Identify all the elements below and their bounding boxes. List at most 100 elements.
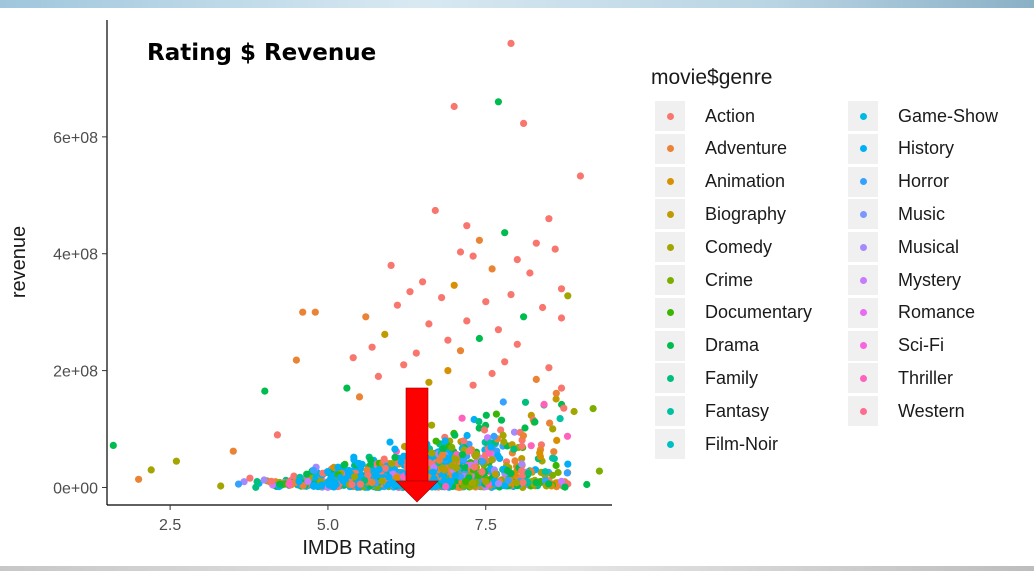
scatter-point (552, 461, 560, 470)
data-point (557, 285, 566, 293)
scatter-point (527, 442, 535, 450)
arrow-head (395, 480, 439, 503)
data-point (545, 364, 553, 372)
scatter-point (324, 468, 332, 476)
scatter-point (451, 431, 459, 439)
data-point (557, 314, 566, 322)
legend-item: Mystery (848, 265, 961, 295)
scatter-point (549, 471, 557, 479)
legend-dot (666, 440, 674, 448)
scatter-point (469, 479, 477, 487)
data-point (494, 326, 502, 334)
legend-key (848, 199, 878, 230)
scatter-point (451, 455, 459, 463)
data-point (374, 372, 382, 380)
scatter-point (552, 395, 560, 403)
top-decor-band (0, 0, 1034, 8)
legend-key (848, 232, 878, 263)
scatter-point (478, 468, 486, 476)
legend-item: Adventure (655, 133, 788, 164)
scatter-point (267, 477, 276, 485)
scatter-point (386, 438, 394, 446)
data-point (507, 291, 515, 299)
data-point (355, 393, 364, 401)
scatter-point (397, 458, 405, 466)
data-point (539, 303, 547, 312)
scatter-point (368, 478, 376, 487)
scatter-point (510, 445, 518, 453)
legend-item: Film-Noir (655, 429, 778, 459)
legend-label: Sci-Fi (898, 335, 944, 356)
scatter-point (478, 458, 486, 466)
data-point (507, 39, 515, 48)
chart-title: Rating $ Revenue (147, 40, 377, 66)
data-point (501, 229, 509, 237)
scatter-point (252, 483, 260, 491)
legend-key (655, 330, 685, 361)
y-tick-label: 4e+08 (53, 247, 98, 264)
data-point (229, 447, 237, 455)
x-tick-label: 7.5 (475, 517, 497, 534)
data-point (425, 378, 433, 386)
legend-key (655, 363, 685, 394)
scatter-point (432, 437, 440, 445)
data-point (463, 222, 471, 230)
legend-key (848, 330, 878, 361)
legend-dot (859, 309, 867, 317)
data-point (551, 245, 559, 253)
legend-item: Sci-Fi (848, 330, 944, 361)
scatter-point (480, 426, 489, 434)
points-layer (109, 39, 604, 491)
scatter-point (563, 469, 571, 477)
data-point (419, 278, 427, 286)
scatter-point (435, 456, 443, 464)
scatter-point (488, 456, 496, 464)
data-point (532, 375, 540, 383)
scatter-point (388, 460, 396, 468)
data-point (406, 288, 414, 296)
data-point (400, 361, 408, 369)
scatter-point (372, 471, 380, 479)
scatter-point (246, 474, 254, 482)
data-point (526, 269, 534, 277)
scatter-point (499, 398, 507, 406)
legend-dot (666, 210, 674, 218)
data-point (494, 98, 502, 106)
scatter-point (400, 452, 408, 460)
data-point (444, 367, 452, 375)
legend-key (848, 297, 878, 328)
scatter-point (553, 436, 561, 444)
scatter-point (550, 448, 558, 456)
data-point (438, 294, 446, 302)
legend-label: Thriller (898, 367, 954, 388)
scatter-point (385, 473, 393, 481)
legend-key (655, 133, 685, 164)
scatter-point (490, 432, 498, 440)
scatter-point (485, 449, 493, 457)
scatter-point (501, 482, 509, 490)
legend-dot (859, 342, 867, 350)
scatter-point (429, 468, 437, 476)
data-point (513, 340, 521, 348)
data-point (172, 457, 180, 465)
legend-label: Adventure (705, 138, 788, 159)
data-point (532, 239, 540, 247)
scatter-point (546, 419, 554, 427)
scatter-point (518, 455, 526, 463)
scatter-point (563, 432, 572, 440)
legend-item: Comedy (655, 232, 772, 263)
data-point (475, 334, 483, 343)
data-point (595, 467, 604, 475)
legend-key (655, 297, 685, 328)
scatter-point (471, 452, 480, 460)
scatter-point (428, 421, 436, 429)
scatter-point (470, 463, 478, 471)
legend-key (655, 166, 685, 197)
scatter-point (276, 480, 284, 488)
legend-label: Game-Show (898, 105, 999, 126)
legend-label: Crime (705, 269, 753, 290)
legend-key (848, 166, 878, 197)
scatter-point (492, 470, 500, 478)
scatter-point (290, 472, 298, 480)
legend-item: Action (655, 101, 755, 131)
